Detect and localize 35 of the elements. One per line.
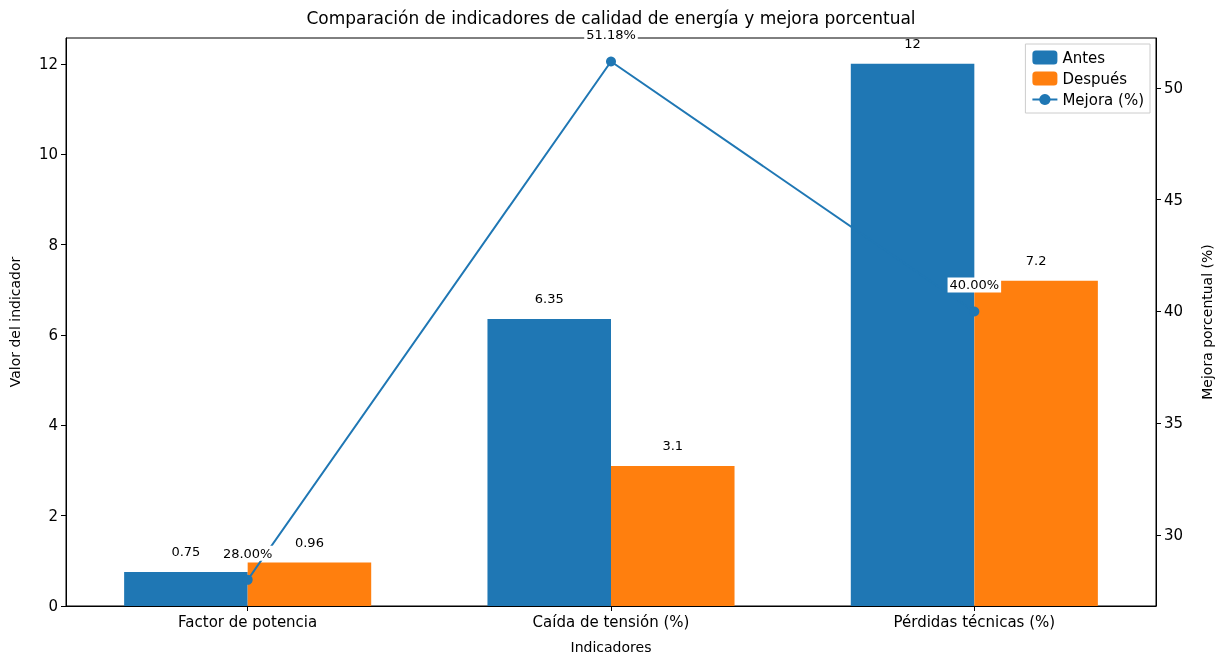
y-tick-label: 12	[38, 54, 58, 73]
x-tick-label: Pérdidas técnicas (%)	[893, 612, 1056, 631]
y-tick-label: 4	[48, 416, 58, 435]
y2-tick-label: 35	[1164, 414, 1184, 433]
y2-tick-label: 45	[1164, 190, 1184, 209]
chart-title: Comparación de indicadores de calidad de energía y mejora porcentual	[306, 7, 916, 28]
data-label: 12	[904, 35, 921, 51]
data-label: 0.96	[294, 534, 324, 550]
data-label: 51.18%	[586, 27, 636, 43]
y-tick-label: 6	[48, 325, 58, 344]
y-tick-label: 10	[38, 145, 58, 164]
y2-tick-label: 40	[1164, 302, 1184, 321]
point	[606, 56, 616, 67]
data-label: 6.35	[534, 291, 564, 307]
data-label: 7.2	[1025, 252, 1047, 268]
bar	[487, 319, 611, 606]
x-tick-label: Factor de potencia	[178, 612, 318, 631]
data-label: 28.00%	[222, 545, 273, 561]
bar	[611, 465, 735, 606]
y-tick-label: 8	[48, 235, 58, 254]
y2-axis-title: Mejora porcentual (%)	[1199, 244, 1215, 400]
legend-label: Antes	[1062, 48, 1106, 67]
legend-label: Después	[1062, 69, 1128, 88]
y-tick-label: 2	[48, 506, 58, 525]
x-tick-label: Caída de tensión (%)	[532, 612, 690, 631]
data-label: 40.00%	[949, 277, 1000, 293]
data-label: 0.75	[171, 544, 201, 560]
y2-tick-label: 50	[1164, 78, 1184, 97]
y-axis-title: Valor del indicador	[7, 256, 23, 388]
y2-tick-label: 30	[1164, 526, 1184, 545]
y-tick-label: 0	[48, 597, 58, 615]
x-axis-title: Indicadores	[570, 639, 652, 655]
data-label: 3.1	[662, 437, 684, 453]
legend-label: Mejora (%)	[1062, 90, 1145, 109]
bar	[247, 562, 372, 606]
